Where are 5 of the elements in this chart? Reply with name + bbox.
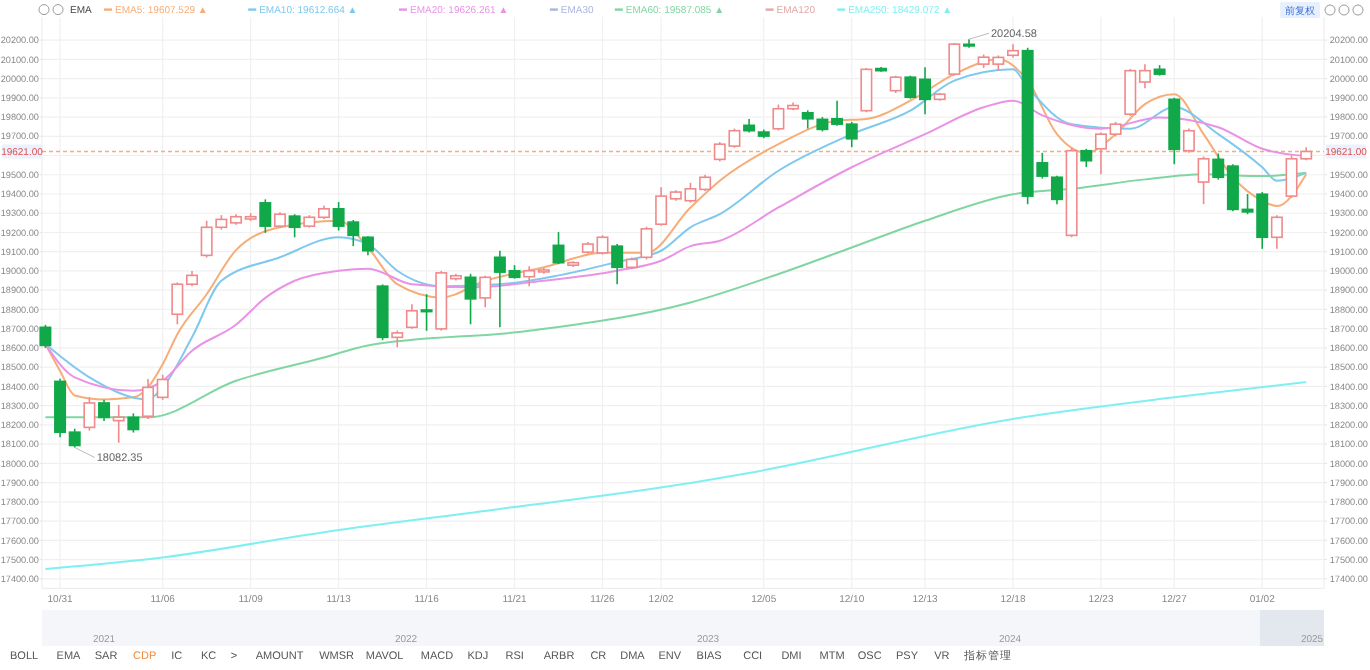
candlestick [112,404,125,444]
candlestick [1168,97,1181,165]
line-series [44,381,1308,570]
candlestick [479,274,492,309]
candlestick [405,303,418,329]
